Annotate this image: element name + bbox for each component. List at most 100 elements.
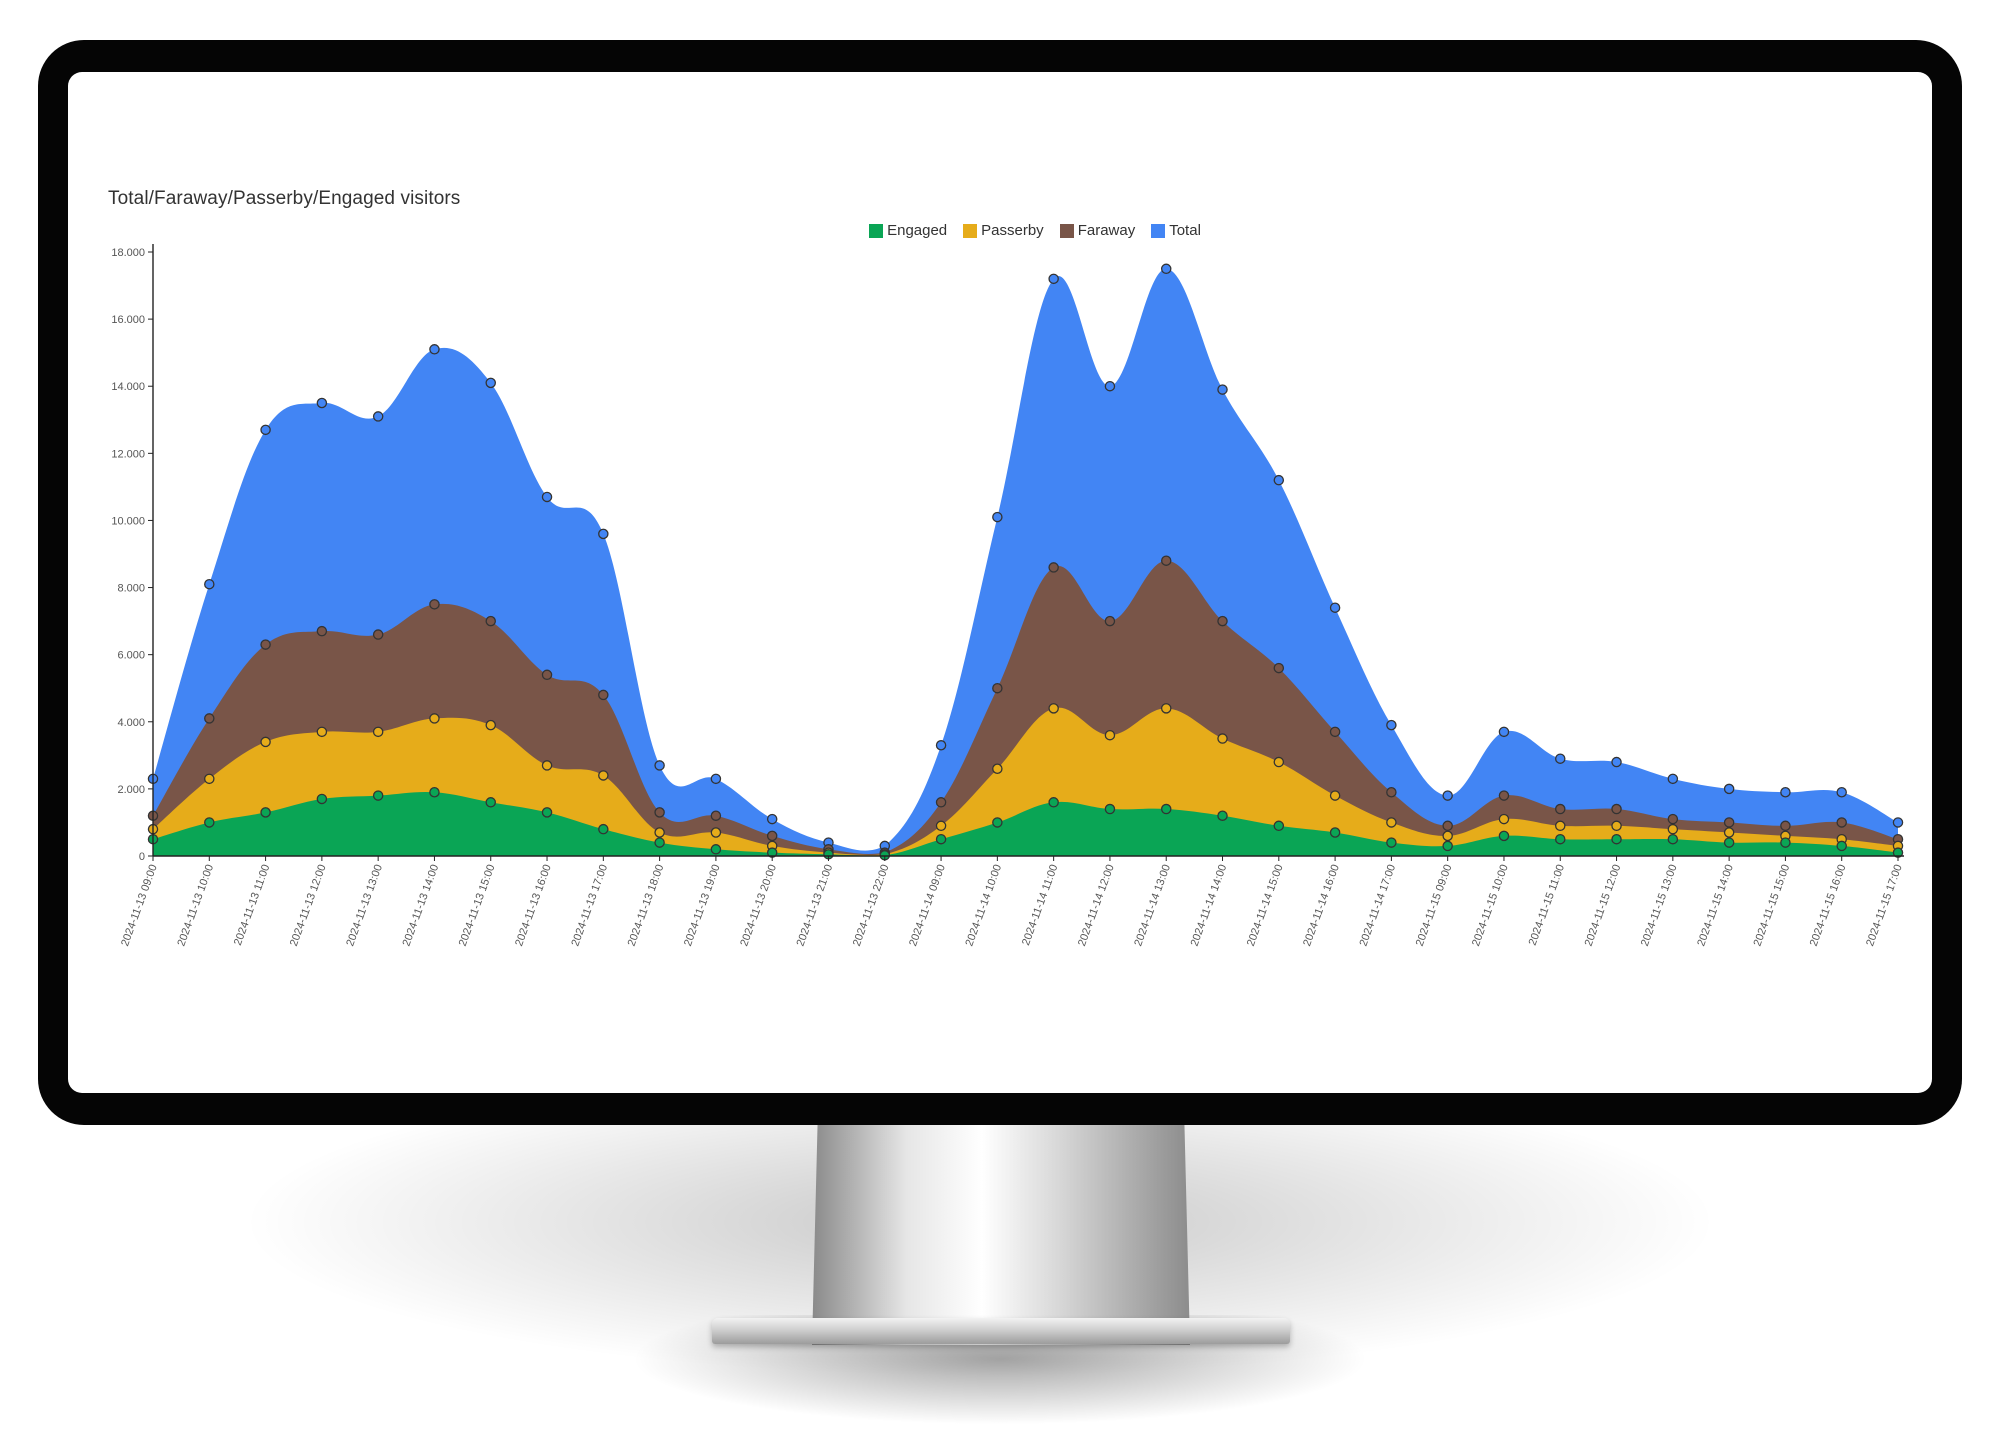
x-tick-label: 2024-11-14 10:00	[963, 863, 1004, 948]
data-point-engaged	[1442, 840, 1453, 852]
data-point-passerby	[1329, 790, 1341, 801]
data-point-faraway	[260, 639, 271, 650]
data-point-faraway	[1498, 790, 1510, 801]
data-point-passerby	[1048, 703, 1059, 714]
legend-swatch	[1151, 223, 1166, 238]
data-point-total	[766, 813, 778, 825]
data-point-engaged	[372, 790, 384, 801]
data-point-passerby	[541, 760, 553, 771]
data-point-faraway	[1160, 555, 1172, 566]
data-point-total	[1667, 773, 1679, 785]
legend-label: Engaged	[887, 222, 948, 239]
data-point-total	[372, 411, 384, 422]
x-tick-label: 2024-11-13 14:00	[401, 863, 442, 948]
legend-item-faraway[interactable]: Faraway	[1059, 222, 1136, 239]
data-point-total	[1892, 817, 1904, 828]
x-tick-label: 2024-11-15 16:00	[1808, 863, 1849, 948]
data-point-faraway	[1611, 803, 1622, 815]
data-point-engaged	[429, 786, 440, 798]
data-point-engaged	[1217, 810, 1228, 821]
data-point-passerby	[1667, 823, 1679, 835]
legend-item-passerby[interactable]: Passerby	[963, 222, 1044, 239]
data-point-total	[1555, 753, 1566, 764]
data-point-passerby	[1723, 827, 1735, 838]
data-point-total	[429, 344, 440, 355]
data-point-faraway	[935, 797, 947, 808]
data-point-passerby	[992, 763, 1003, 775]
series-points-engaged	[147, 786, 1904, 861]
data-point-faraway	[1555, 803, 1566, 815]
y-tick-label: 16.000	[111, 314, 145, 326]
data-point-engaged	[654, 837, 665, 848]
x-tick-label: 2024-11-14 11:00	[1020, 863, 1060, 947]
data-point-faraway	[766, 830, 778, 842]
data-point-total	[485, 377, 496, 389]
data-point-total	[204, 578, 215, 590]
monitor-screen: Total/Faraway/Passerby/Engaged visitors …	[68, 72, 1932, 1093]
data-point-engaged	[1498, 830, 1510, 842]
data-point-faraway	[316, 625, 328, 637]
y-tick-label: 2.000	[117, 784, 145, 796]
data-point-total	[1048, 273, 1059, 285]
data-point-faraway	[598, 689, 609, 701]
data-point-total	[1160, 263, 1172, 275]
y-tick-label: 14.000	[111, 381, 145, 393]
x-tick-label: 2024-11-14 17:00	[1358, 863, 1399, 948]
x-tick-label: 2024-11-13 11:00	[232, 863, 272, 947]
data-point-total	[1442, 790, 1453, 801]
data-point-engaged	[541, 807, 553, 818]
x-tick-label: 2024-11-13 10:00	[175, 863, 216, 948]
y-tick-label: 8.000	[117, 583, 145, 595]
legend-label: Faraway	[1077, 222, 1136, 239]
x-tick-label: 2024-11-14 12:00	[1076, 863, 1117, 948]
y-tick-label: 0	[139, 851, 145, 863]
data-point-engaged	[1386, 837, 1397, 848]
legend-swatch	[963, 223, 978, 238]
data-point-engaged	[935, 833, 947, 845]
legend-item-engaged[interactable]: Engaged	[869, 222, 947, 239]
data-point-total	[992, 511, 1003, 523]
data-point-engaged	[1555, 833, 1566, 845]
x-tick-label: 2024-11-14 16:00	[1301, 863, 1342, 948]
data-point-passerby	[1217, 733, 1228, 744]
x-tick-label: 2024-11-13 13:00	[344, 863, 385, 948]
data-point-passerby	[935, 820, 947, 832]
x-tick-label: 2024-11-13 17:00	[569, 863, 610, 948]
data-point-faraway	[1442, 820, 1453, 832]
data-point-faraway	[1048, 562, 1059, 573]
data-point-engaged	[485, 797, 496, 808]
data-point-faraway	[372, 629, 384, 640]
data-point-total	[935, 740, 947, 751]
data-point-total	[316, 397, 328, 409]
series-area-engaged	[153, 791, 1898, 856]
data-point-passerby	[485, 719, 496, 731]
data-point-faraway	[204, 713, 215, 724]
data-point-total	[1836, 786, 1847, 798]
data-point-passerby	[1442, 830, 1453, 842]
series-area-passerby	[153, 707, 1898, 856]
data-point-total	[1498, 726, 1510, 738]
x-tick-label: 2024-11-15 10:00	[1470, 863, 1511, 948]
data-point-passerby	[429, 713, 440, 724]
data-point-engaged	[1273, 820, 1285, 832]
data-point-engaged	[1723, 837, 1735, 848]
y-tick-label: 4.000	[117, 717, 145, 729]
legend-label: Passerby	[981, 222, 1044, 239]
monitor-stand-neck	[812, 1120, 1190, 1345]
data-point-engaged	[1836, 840, 1847, 852]
data-point-faraway	[1329, 726, 1341, 738]
y-tick-label: 6.000	[117, 650, 145, 662]
x-tick-label: 2024-11-13 12:00	[288, 863, 329, 948]
data-point-faraway	[1723, 817, 1735, 828]
x-tick-label: 2024-11-14 15:00	[1245, 863, 1286, 948]
legend-swatch	[1059, 223, 1074, 238]
data-point-total	[1780, 786, 1791, 798]
data-point-passerby	[1498, 813, 1510, 825]
area-chart: 0 2.000 4.000 6.000 8.000 10.000 12.000 14.000 1…	[111, 244, 1905, 948]
data-point-engaged	[1611, 833, 1622, 845]
data-point-passerby	[598, 770, 609, 781]
x-tick-label: 2024-11-15 13:00	[1639, 863, 1680, 948]
x-tick-label: 2024-11-14 14:00	[1189, 863, 1230, 948]
data-point-engaged	[260, 807, 271, 818]
legend-item-total[interactable]: Total	[1151, 222, 1201, 239]
